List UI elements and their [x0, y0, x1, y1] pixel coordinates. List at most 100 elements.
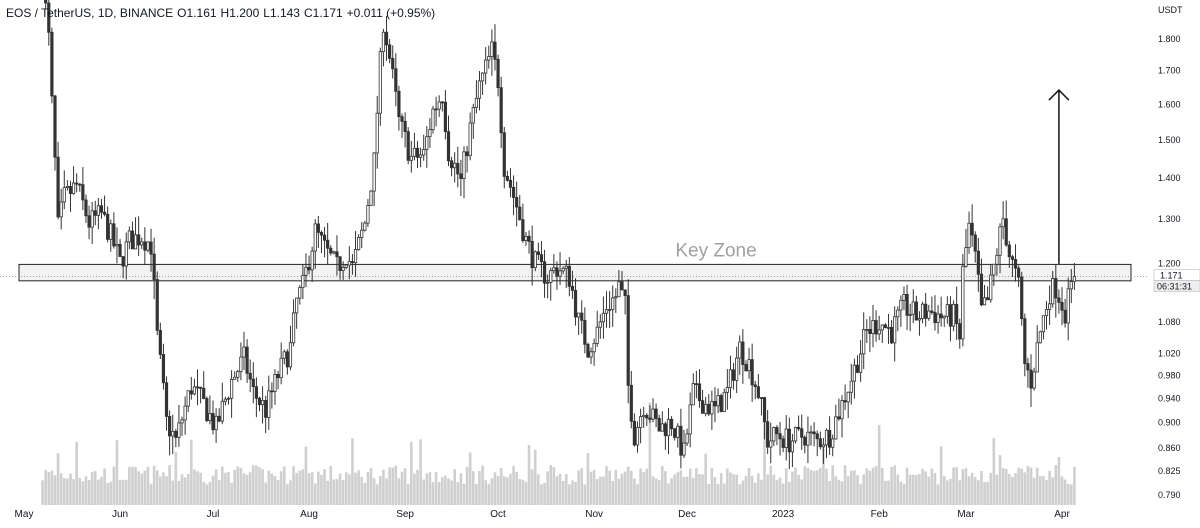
candle — [645, 413, 649, 426]
candle-body — [264, 400, 268, 418]
volume-bar — [865, 468, 869, 505]
candle-body — [335, 251, 339, 258]
candle-body — [920, 303, 925, 319]
candle-body — [391, 57, 395, 70]
symbol-name[interactable]: EOS / TetherUS, 1D, BINANCE — [6, 6, 174, 20]
volume-bar — [341, 480, 345, 505]
volume-bar — [828, 480, 831, 505]
arrow-head-icon[interactable] — [1048, 89, 1070, 101]
candle — [47, 0, 51, 46]
candle-body — [428, 129, 432, 138]
volume-bar — [580, 468, 584, 505]
volume-bar — [645, 468, 649, 505]
candle-body — [945, 304, 949, 317]
up-arrow-annotation[interactable] — [1048, 89, 1070, 264]
candle — [927, 304, 931, 321]
candle-body — [738, 341, 742, 359]
volume-bar — [676, 472, 680, 505]
candle-body — [998, 226, 1002, 256]
volume-bar — [391, 467, 395, 505]
candle-body — [927, 310, 931, 319]
candle-body — [468, 122, 472, 157]
candle — [245, 339, 249, 383]
volume-bar — [564, 473, 568, 505]
volume-bar — [100, 476, 103, 505]
symbol-legend[interactable]: EOS / TetherUS, 1D, BINANCE O1.161 H1.20… — [6, 6, 435, 20]
candle-body — [87, 215, 91, 228]
volume-bar — [1060, 476, 1064, 505]
candle — [824, 428, 829, 459]
candle — [564, 259, 568, 288]
candle — [1029, 354, 1033, 407]
candle — [400, 113, 404, 138]
candle-body — [685, 433, 689, 444]
volume-bar — [834, 476, 838, 505]
volume-bar — [183, 477, 187, 505]
candle — [948, 296, 953, 342]
time-tick-label: Jun — [112, 509, 128, 520]
candle — [118, 239, 122, 257]
volume-bar — [781, 483, 785, 505]
volume-bar — [496, 476, 500, 505]
volume-bar — [90, 472, 94, 505]
volume-bar — [695, 468, 698, 505]
candle — [319, 230, 324, 254]
candle — [378, 47, 382, 126]
candle-body — [496, 58, 500, 89]
volume-bar — [205, 484, 209, 505]
candle-body — [778, 433, 782, 440]
candle-body — [118, 243, 122, 257]
price-tick-label: 1.700 — [1158, 66, 1181, 76]
candle — [133, 217, 138, 250]
volume-bar — [949, 478, 952, 505]
candle-body — [1023, 318, 1027, 364]
candle — [53, 94, 57, 171]
volume-bar — [713, 476, 717, 505]
candle-body — [716, 395, 720, 407]
time-axis[interactable]: May Jun Jul Aug Sep Oct Nov Dec 2023 Feb Mar Apr — [15, 509, 1071, 520]
volume-bar — [983, 482, 986, 505]
volume-bar — [437, 482, 441, 505]
candle-body — [236, 371, 240, 378]
candle-body — [199, 386, 203, 389]
volume-bar — [524, 481, 528, 505]
volume-bar — [103, 468, 106, 505]
candle-body — [530, 241, 534, 269]
candle-body — [276, 374, 280, 379]
volume-bar — [471, 471, 475, 505]
volume-bar — [527, 445, 531, 505]
candle-body — [831, 438, 835, 448]
candle-body — [1017, 267, 1021, 278]
candle-body — [558, 270, 562, 277]
candle-body — [127, 230, 131, 243]
volume-bar — [964, 468, 968, 505]
candle-body — [790, 440, 795, 453]
volume-bar — [933, 472, 937, 505]
candle — [366, 198, 370, 228]
candle-body — [1020, 276, 1024, 320]
candle-body — [793, 426, 798, 442]
volume-bar — [379, 476, 382, 505]
last-price-value: 1.171 — [1160, 271, 1183, 281]
price-axis[interactable]: USDT 1.800 1.700 1.600 1.500 1.400 1.300 1.200… — [1148, 0, 1200, 523]
candle-body — [797, 426, 801, 430]
candle — [422, 134, 426, 161]
candle — [285, 349, 289, 375]
volume-bar — [375, 484, 379, 505]
volume-bar — [62, 477, 66, 505]
volume-bar — [227, 471, 230, 505]
volume-bar — [722, 483, 726, 505]
volume-bar — [72, 479, 75, 505]
candle-body — [608, 308, 612, 311]
candle-body — [477, 80, 482, 99]
volume-bar — [1057, 457, 1061, 505]
price-tick-label: 1.020 — [1158, 348, 1181, 358]
volume-bar — [168, 465, 171, 505]
volume-bar — [128, 467, 131, 505]
candle — [979, 258, 984, 307]
candle — [316, 216, 320, 248]
candle — [899, 295, 903, 327]
time-tick-label: Sep — [396, 509, 414, 520]
